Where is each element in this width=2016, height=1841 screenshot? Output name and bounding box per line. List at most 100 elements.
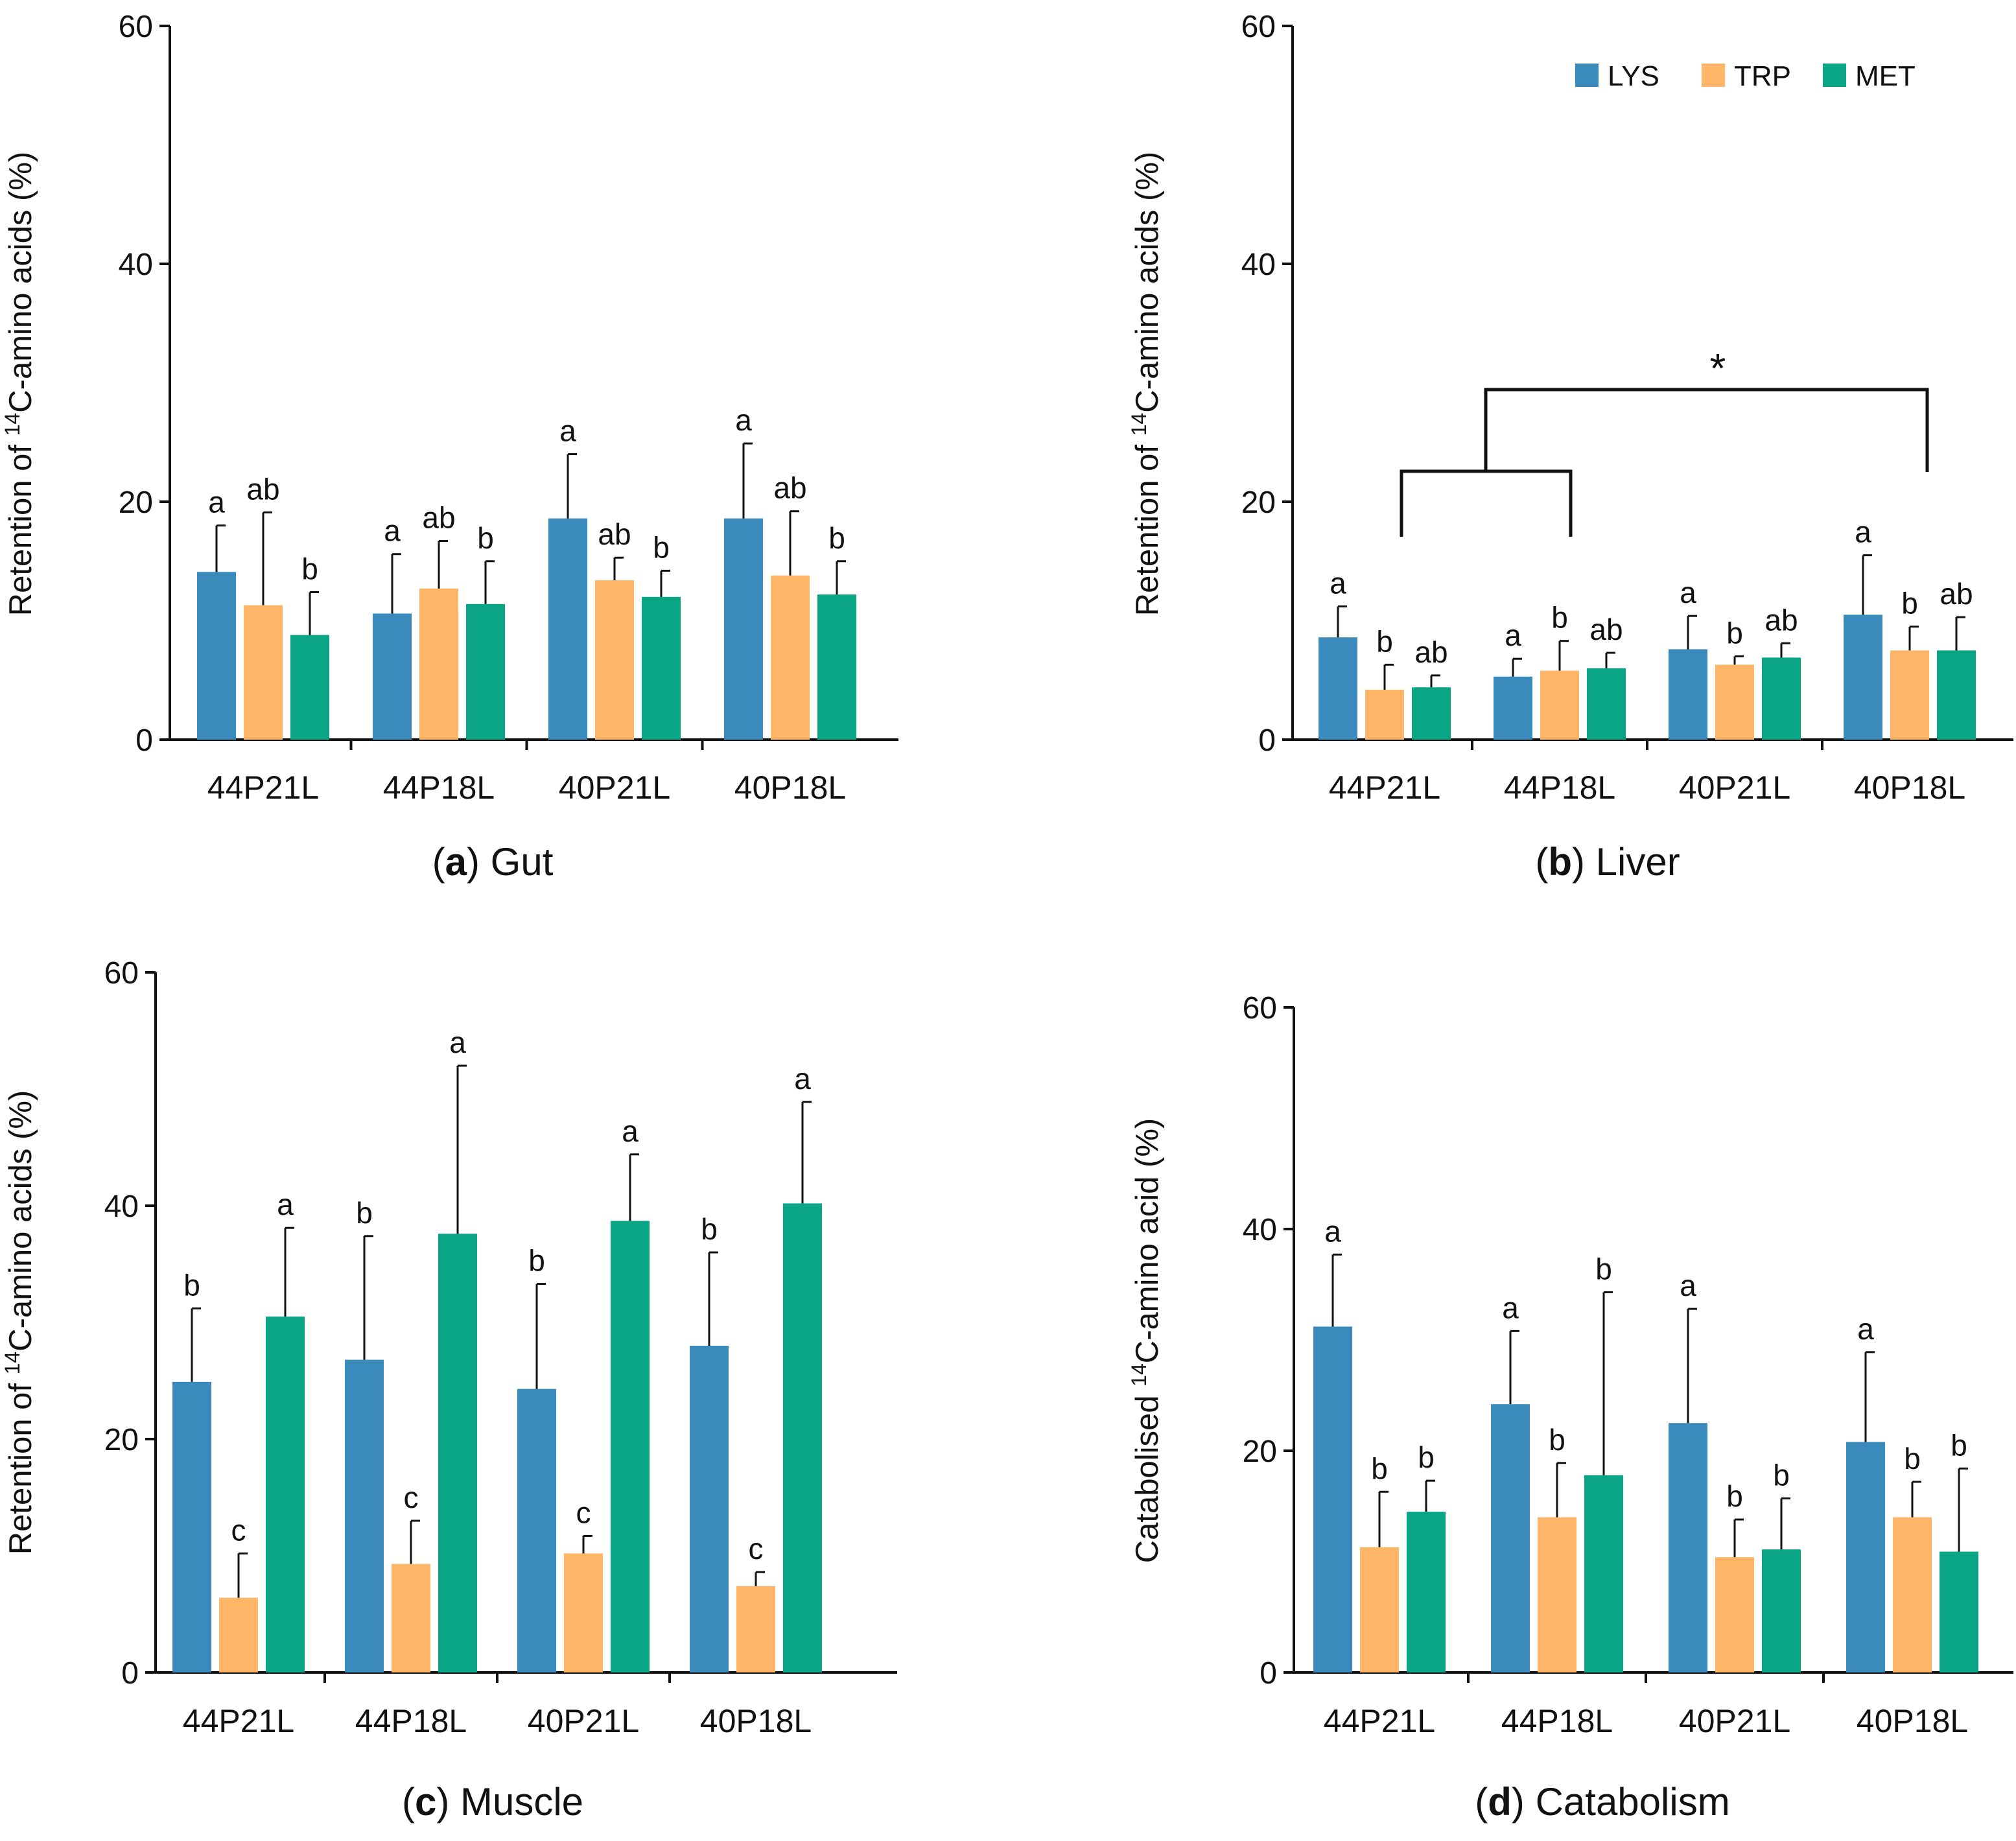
bar-lys-40p18l <box>1844 615 1882 740</box>
bar-trp-40p18l <box>736 1586 775 1672</box>
legend-label-lys: LYS <box>1608 60 1659 92</box>
y-tick-label: 40 <box>1243 1213 1277 1247</box>
panel-caption: (b) Liver <box>1535 840 1680 884</box>
bar-met-40p18l <box>1940 1551 1978 1672</box>
significance-letter: b <box>653 530 670 564</box>
bar-met-44p18l <box>438 1234 477 1672</box>
bar-lys-44p21l <box>1319 637 1357 740</box>
bar-lys-40p18l <box>690 1346 729 1672</box>
bar-trp-40p21l <box>564 1553 603 1672</box>
bar-trp-40p18l <box>771 575 810 740</box>
significance-letter: a <box>559 414 576 448</box>
x-tick-label: 40P18L <box>1854 769 1965 806</box>
significance-letter: c <box>231 1513 246 1547</box>
significance-letter: b <box>1376 624 1393 658</box>
bar-met-44p21l <box>266 1317 305 1672</box>
significance-letter: a <box>1857 1312 1874 1346</box>
significance-letter: a <box>1680 576 1696 609</box>
bar-trp-44p18l <box>1540 670 1579 740</box>
y-tick-label: 40 <box>119 248 153 282</box>
y-tick-label: 20 <box>104 1423 139 1457</box>
x-tick-label: 44P21L <box>1329 769 1440 806</box>
significance-letter: b <box>1904 1442 1921 1475</box>
significance-letter: a <box>1330 566 1346 600</box>
significance-letter: b <box>477 521 494 555</box>
y-tick-label: 60 <box>119 10 153 44</box>
significance-letter: ab <box>1764 603 1798 637</box>
x-tick-label: 40P21L <box>1679 1703 1790 1739</box>
bar-met-44p21l <box>1407 1512 1446 1672</box>
bar-trp-40p18l <box>1893 1517 1932 1672</box>
bar-lys-40p18l <box>724 518 763 740</box>
y-tick-label: 0 <box>121 1656 139 1691</box>
bar-lys-40p21l <box>548 518 587 740</box>
x-tick-label: 44P18L <box>383 769 495 806</box>
significance-letter: a <box>1324 1214 1341 1248</box>
bar-trp-40p21l <box>1715 1557 1754 1672</box>
significance-letter: ab <box>246 473 279 506</box>
bar-lys-44p21l <box>172 1381 211 1672</box>
bar-trp-44p21l <box>1365 689 1404 740</box>
significance-letter: ab <box>422 501 455 535</box>
bar-trp-44p18l <box>1538 1517 1576 1672</box>
bar-met-44p21l <box>1412 687 1451 740</box>
x-tick-label: 44P18L <box>355 1703 467 1739</box>
x-tick-label: 40P21L <box>528 1703 639 1739</box>
significance-letter: b <box>528 1244 545 1278</box>
y-tick-label: 60 <box>104 956 139 991</box>
x-tick-label: 40P18L <box>734 769 846 806</box>
significance-letter: b <box>1726 616 1743 650</box>
bar-met-40p18l <box>817 594 856 740</box>
legend-swatch-met <box>1823 64 1846 87</box>
x-tick-label: 44P18L <box>1501 1703 1613 1739</box>
significance-letter: c <box>576 1495 591 1529</box>
legend-label-trp: TRP <box>1734 60 1791 92</box>
significance-letter: a <box>1505 618 1521 652</box>
bar-trp-40p18l <box>1890 650 1929 740</box>
significance-letter: b <box>1726 1479 1743 1513</box>
significance-letter: ab <box>1940 577 1973 611</box>
significance-letter: a <box>735 403 752 437</box>
bar-lys-44p21l <box>1313 1326 1352 1672</box>
legend: LYS TRP MET <box>1575 60 1916 92</box>
x-tick-label: 44P21L <box>1324 1703 1435 1739</box>
y-tick-label: 40 <box>104 1190 139 1224</box>
significance-letter: b <box>1901 587 1918 620</box>
significance-letter: b <box>1773 1459 1790 1492</box>
x-tick-label: 40P21L <box>559 769 670 806</box>
bar-lys-44p18l <box>373 613 412 740</box>
y-axis-label: Retention of 14C-amino acids (%) <box>1 1090 38 1554</box>
x-tick-label: 44P21L <box>183 1703 294 1739</box>
bar-lys-40p21l <box>1669 1423 1707 1672</box>
bar-met-44p21l <box>290 635 329 740</box>
significance-letter: b <box>828 521 845 555</box>
bar-trp-40p21l <box>595 580 634 740</box>
significance-letter: b <box>1595 1252 1612 1285</box>
legend-label-met: MET <box>1855 60 1916 92</box>
panel-c: 0 20 40 60 b c a 44P21L b c a 44P18L b c a 40P21L b c a 40P… <box>1 956 897 1823</box>
panel-caption: (a) Gut <box>432 840 554 884</box>
significance-letter: b <box>1418 1440 1435 1474</box>
significance-letter: a <box>794 1062 811 1096</box>
significance-letter: b <box>1549 1423 1565 1457</box>
bar-trp-40p21l <box>1715 664 1754 740</box>
significance-letter: b <box>301 552 318 585</box>
significance-letter: a <box>1680 1269 1696 1302</box>
bar-met-44p18l <box>1587 668 1626 740</box>
y-tick-label: 0 <box>1260 1656 1277 1691</box>
significance-letter: b <box>1551 601 1568 635</box>
significance-letter: a <box>1855 515 1871 549</box>
significance-letter: a <box>1502 1291 1519 1324</box>
legend-swatch-trp <box>1702 64 1725 87</box>
bar-met-40p21l <box>1762 1549 1801 1672</box>
bar-met-40p18l <box>1937 650 1976 740</box>
y-tick-label: 0 <box>1258 723 1276 758</box>
significance-bracket: * <box>1400 345 1929 537</box>
significance-letter: a <box>208 486 225 519</box>
x-tick-label: 44P18L <box>1504 769 1615 806</box>
significance-letter: c <box>404 1481 419 1514</box>
panel-caption: (d) Catabolism <box>1475 1780 1729 1823</box>
